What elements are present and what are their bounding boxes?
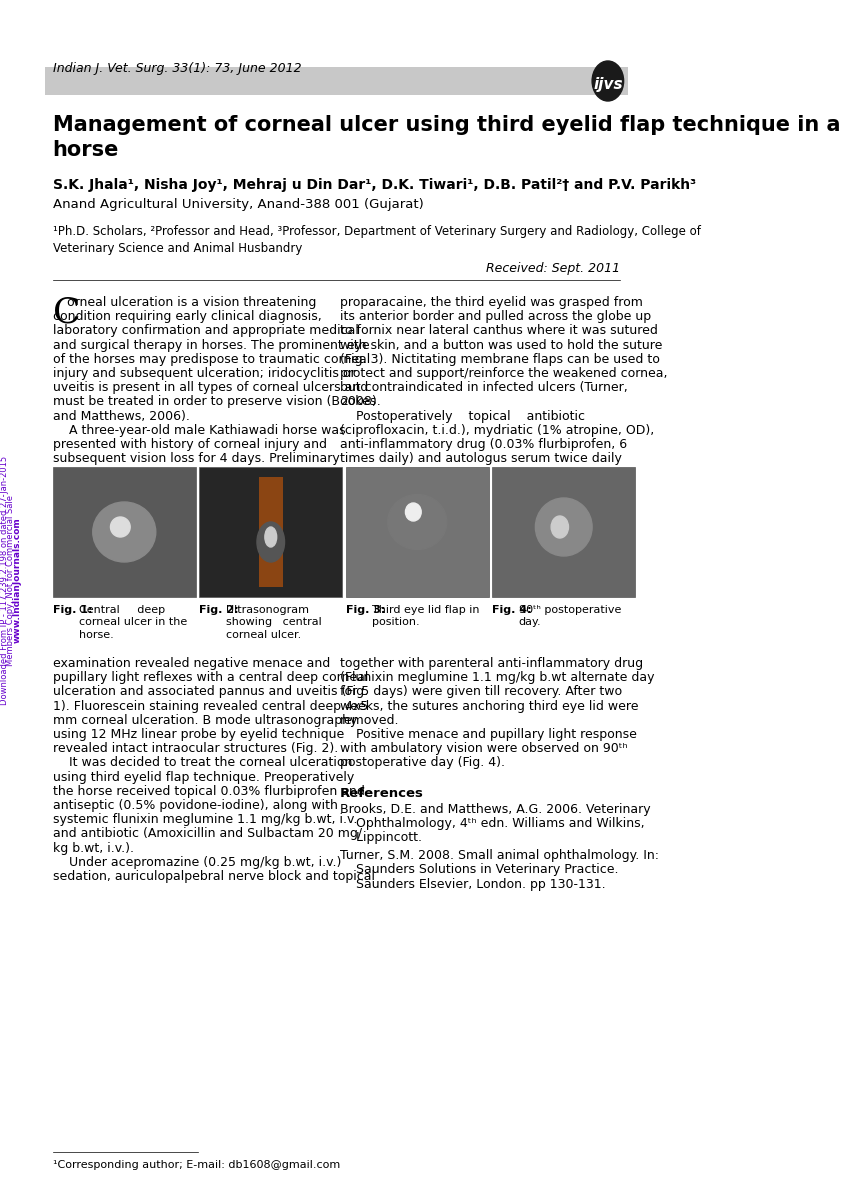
Text: Ophthalmology, 4ᵗʰ edn. Williams and Wilkins,: Ophthalmology, 4ᵗʰ edn. Williams and Wil… — [340, 817, 644, 830]
FancyBboxPatch shape — [45, 67, 627, 95]
Circle shape — [592, 61, 624, 101]
Text: 1). Fluorescein staining revealed central deep 4x5: 1). Fluorescein staining revealed centra… — [53, 700, 368, 712]
Text: 90ᵗʰ postoperative
day.: 90ᵗʰ postoperative day. — [518, 605, 621, 628]
Text: Fig. 4:: Fig. 4: — [492, 605, 532, 615]
Ellipse shape — [110, 517, 130, 537]
Text: proparacaine, the third eyelid was grasped from: proparacaine, the third eyelid was grasp… — [340, 296, 643, 309]
Ellipse shape — [551, 516, 569, 538]
Text: Fig. 1:: Fig. 1: — [53, 605, 92, 615]
Text: and Matthews, 2006).: and Matthews, 2006). — [53, 409, 190, 422]
Text: using 12 MHz linear probe by eyelid technique: using 12 MHz linear probe by eyelid tech… — [53, 728, 344, 741]
Text: Third eye lid flap in
position.: Third eye lid flap in position. — [372, 605, 480, 628]
Text: uveitis is present in all types of corneal ulcers and: uveitis is present in all types of corne… — [53, 381, 368, 395]
Ellipse shape — [405, 503, 422, 521]
Text: injury and subsequent ulceration; iridocyclitis or: injury and subsequent ulceration; iridoc… — [53, 367, 355, 380]
Text: (ciprofloxacin, t.i.d.), mydriatic (1% atropine, OD),: (ciprofloxacin, t.i.d.), mydriatic (1% a… — [340, 423, 654, 437]
Text: protect and support/reinforce the weakened cornea,: protect and support/reinforce the weaken… — [340, 367, 667, 380]
Text: Positive menace and pupillary light response: Positive menace and pupillary light resp… — [340, 728, 637, 741]
Text: times daily) and autologus serum twice daily: times daily) and autologus serum twice d… — [340, 452, 622, 466]
Text: Brooks, D.E. and Matthews, A.G. 2006. Veterinary: Brooks, D.E. and Matthews, A.G. 2006. Ve… — [340, 802, 651, 816]
Text: weeks, the sutures anchoring third eye lid were: weeks, the sutures anchoring third eye l… — [340, 700, 638, 712]
Ellipse shape — [257, 522, 285, 562]
Text: It was decided to treat the corneal ulceration: It was decided to treat the corneal ulce… — [53, 757, 352, 770]
FancyBboxPatch shape — [259, 478, 282, 587]
Text: of the horses may predispose to traumatic corneal: of the horses may predispose to traumati… — [53, 352, 370, 366]
Text: Anand Agricultural University, Anand-388 001 (Gujarat): Anand Agricultural University, Anand-388… — [53, 198, 423, 211]
Text: www.IndianJournals.com: www.IndianJournals.com — [13, 517, 21, 642]
Text: revealed intact intraocular structures (Fig. 2).: revealed intact intraocular structures (… — [53, 742, 337, 755]
Text: Members Copy, Not for Commercial Sale: Members Copy, Not for Commercial Sale — [6, 494, 15, 665]
Ellipse shape — [536, 498, 592, 556]
Text: and antibiotic (Amoxicillin and Sulbactam 20 mg/: and antibiotic (Amoxicillin and Sulbacta… — [53, 828, 362, 841]
Text: for 5 days) were given till recovery. After two: for 5 days) were given till recovery. Af… — [340, 686, 622, 699]
Text: and surgical therapy in horses. The prominent eye: and surgical therapy in horses. The prom… — [53, 338, 369, 351]
Text: kg b.wt, i.v.).: kg b.wt, i.v.). — [53, 842, 133, 854]
Text: Ultrasonogram
showing   central
corneal ulcer.: Ultrasonogram showing central corneal ul… — [226, 605, 321, 640]
Text: systemic flunixin meglumine 1.1 mg/kg b.wt, i.v.: systemic flunixin meglumine 1.1 mg/kg b.… — [53, 813, 357, 826]
Text: condition requiring early clinical diagnosis,: condition requiring early clinical diagn… — [53, 310, 321, 324]
Text: (Flunixin meglumine 1.1 mg/kg b.wt alternate day: (Flunixin meglumine 1.1 mg/kg b.wt alter… — [340, 671, 654, 685]
Text: but contraindicated in infected ulcers (Turner,: but contraindicated in infected ulcers (… — [340, 381, 628, 395]
Text: using third eyelid flap technique. Preoperatively: using third eyelid flap technique. Preop… — [53, 771, 354, 783]
Text: ¹Corresponding author; E-mail: db1608@gmail.com: ¹Corresponding author; E-mail: db1608@gm… — [53, 1160, 340, 1171]
Text: A three-year-old male Kathiawadi horse was: A three-year-old male Kathiawadi horse w… — [53, 423, 345, 437]
Text: Management of corneal ulcer using third eyelid flap technique in a
horse: Management of corneal ulcer using third … — [53, 115, 840, 160]
FancyBboxPatch shape — [492, 467, 636, 597]
Text: to fornix near lateral canthus where it was sutured: to fornix near lateral canthus where it … — [340, 325, 658, 337]
Text: mm corneal ulceration. B mode ultrasonography: mm corneal ulceration. B mode ultrasonog… — [53, 713, 357, 727]
Ellipse shape — [93, 502, 156, 562]
Text: together with parenteral anti-inflammatory drug: together with parenteral anti-inflammato… — [340, 657, 643, 670]
Text: anti-inflammatory drug (0.03% flurbiprofen, 6: anti-inflammatory drug (0.03% flurbiprof… — [340, 438, 627, 451]
Text: S.K. Jhala¹, Nisha Joy¹, Mehraj u Din Dar¹, D.K. Tiwari¹, D.B. Patil²† and P.V. : S.K. Jhala¹, Nisha Joy¹, Mehraj u Din Da… — [53, 178, 695, 192]
Text: ijvs: ijvs — [593, 77, 623, 91]
Ellipse shape — [388, 494, 447, 550]
Text: ¹Ph.D. Scholars, ²Professor and Head, ³Professor, Department of Veterinary Surge: ¹Ph.D. Scholars, ²Professor and Head, ³P… — [53, 225, 700, 255]
Text: Postoperatively    topical    antibiotic: Postoperatively topical antibiotic — [340, 409, 585, 422]
Text: presented with history of corneal injury and: presented with history of corneal injury… — [53, 438, 326, 451]
Text: Saunders Elsevier, London. pp 130-131.: Saunders Elsevier, London. pp 130-131. — [340, 878, 606, 890]
Text: (Fig. 3). Nictitating membrane flaps can be used to: (Fig. 3). Nictitating membrane flaps can… — [340, 352, 660, 366]
Text: Downloaded From IP - 117.239.2.198 on dated 27-Jan-2015: Downloaded From IP - 117.239.2.198 on da… — [0, 456, 9, 705]
Text: Received: Sept. 2011: Received: Sept. 2011 — [485, 262, 620, 275]
Text: examination revealed negative menace and: examination revealed negative menace and — [53, 657, 330, 670]
Text: References: References — [340, 787, 424, 800]
Text: with skin, and a button was used to hold the suture: with skin, and a button was used to hold… — [340, 338, 662, 351]
Text: pupillary light reflexes with a central deep corneal: pupillary light reflexes with a central … — [53, 671, 368, 685]
FancyBboxPatch shape — [199, 467, 343, 597]
Text: postoperative day (Fig. 4).: postoperative day (Fig. 4). — [340, 757, 505, 770]
Text: 2008).: 2008). — [340, 396, 381, 408]
Text: the horse received topical 0.03% flurbiprofen and: the horse received topical 0.03% flurbip… — [53, 784, 365, 798]
Text: sedation, auriculopalpebral nerve block and topical: sedation, auriculopalpebral nerve block … — [53, 870, 375, 883]
Text: laboratory confirmation and appropriate medical: laboratory confirmation and appropriate … — [53, 325, 359, 337]
Ellipse shape — [265, 527, 276, 547]
Text: Turner, S.M. 2008. Small animal ophthalmology. In:: Turner, S.M. 2008. Small animal ophthalm… — [340, 849, 659, 863]
Text: Central     deep
corneal ulcer in the
horse.: Central deep corneal ulcer in the horse. — [79, 605, 188, 640]
Text: ulceration and associated pannus and uveitis (Fig.: ulceration and associated pannus and uve… — [53, 686, 368, 699]
Text: orneal ulceration is a vision threatening: orneal ulceration is a vision threatenin… — [67, 296, 316, 309]
Text: subsequent vision loss for 4 days. Preliminary: subsequent vision loss for 4 days. Preli… — [53, 452, 339, 466]
Text: Saunders Solutions in Veterinary Practice.: Saunders Solutions in Veterinary Practic… — [340, 864, 619, 877]
Text: with ambulatory vision were observed on 90ᵗʰ: with ambulatory vision were observed on … — [340, 742, 627, 755]
Text: Fig. 3:: Fig. 3: — [346, 605, 385, 615]
Text: Fig. 2:: Fig. 2: — [199, 605, 239, 615]
Text: Lippincott.: Lippincott. — [340, 831, 422, 845]
Text: antiseptic (0.5% povidone-iodine), along with: antiseptic (0.5% povidone-iodine), along… — [53, 799, 337, 812]
Text: its anterior border and pulled across the globe up: its anterior border and pulled across th… — [340, 310, 651, 324]
Text: Under acepromazine (0.25 mg/kg b.wt, i.v.): Under acepromazine (0.25 mg/kg b.wt, i.v… — [53, 855, 341, 869]
FancyBboxPatch shape — [346, 467, 489, 597]
FancyBboxPatch shape — [53, 467, 196, 597]
Text: C: C — [53, 295, 80, 328]
Text: Indian J. Vet. Surg. 33(1): 73, June 2012: Indian J. Vet. Surg. 33(1): 73, June 201… — [53, 63, 301, 75]
Text: must be treated in order to preserve vision (Bookes: must be treated in order to preserve vis… — [53, 396, 376, 408]
Text: removed.: removed. — [340, 713, 399, 727]
